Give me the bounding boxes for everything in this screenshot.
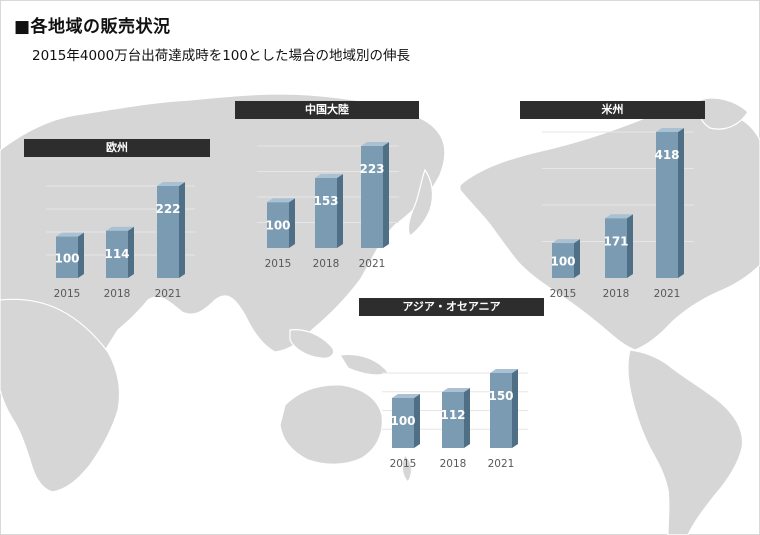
chart-2: 100 2015 171 2018 418 2021 [542, 128, 694, 300]
bar-side [414, 394, 420, 448]
data-label: 100 [265, 218, 290, 232]
data-label: 223 [359, 162, 384, 176]
chart-3: 100 2015 112 2018 150 2021 [382, 369, 528, 470]
bar-side [383, 142, 389, 248]
bar-side [179, 182, 185, 278]
map-africa [0, 298, 121, 493]
bar-side [337, 174, 343, 248]
bar-side [678, 128, 684, 278]
bar [361, 146, 383, 248]
bar-side [627, 214, 633, 278]
map-australia [279, 384, 383, 465]
data-label: 100 [54, 251, 79, 265]
data-label: 222 [155, 202, 180, 216]
bar [315, 178, 337, 248]
map-sea-islands-2 [339, 353, 389, 376]
bar [56, 236, 78, 278]
data-label: 418 [654, 148, 679, 162]
bar [157, 186, 179, 278]
bar-top [315, 174, 343, 179]
bar-top [267, 198, 295, 203]
bar-side [289, 198, 295, 248]
data-label: 112 [440, 408, 465, 422]
bar-side [512, 369, 518, 448]
bar-side [574, 239, 580, 278]
bar-top [490, 369, 518, 373]
chart-0: 100 2015 114 2018 222 2021 [46, 182, 195, 300]
tick-label: 2021 [488, 458, 515, 470]
panel-header-americas: 米州 [520, 101, 705, 119]
bar-top [605, 214, 633, 219]
bar-top [56, 232, 84, 237]
panel-header-europe: 欧州 [24, 139, 210, 157]
panel-header-china: 中国大陸 [235, 101, 419, 119]
data-label: 114 [104, 247, 129, 261]
tick-label: 2018 [313, 258, 340, 270]
tick-label: 2018 [603, 288, 630, 300]
map-sea-islands [289, 329, 335, 359]
tick-label: 2018 [104, 288, 131, 300]
tick-label: 2015 [54, 288, 81, 300]
bar [656, 132, 678, 278]
tick-label: 2015 [390, 458, 417, 470]
map-south-america [627, 349, 744, 535]
bar-side [128, 226, 134, 278]
tick-label: 2021 [359, 258, 386, 270]
tick-label: 2018 [440, 458, 467, 470]
bar [392, 398, 414, 448]
bar [442, 392, 464, 448]
tick-label: 2021 [155, 288, 182, 300]
bar-side [464, 388, 470, 448]
panel-header-asia-oceania: アジア・オセアニア [359, 298, 544, 316]
page-title: ■各地域の販売状況 [14, 17, 171, 37]
data-label: 100 [550, 255, 575, 269]
bar [552, 243, 574, 278]
bar-top [442, 388, 470, 392]
bar [605, 218, 627, 278]
page-subtitle: 2015年4000万台出荷達成時を100とした場合の地域別の伸長 [32, 48, 410, 64]
bar-top [392, 394, 420, 398]
bar-side [78, 232, 84, 278]
bar [267, 202, 289, 248]
bar-top [157, 182, 185, 186]
map-japan [407, 168, 434, 237]
chart-1: 100 2015 153 2018 223 2021 [257, 142, 399, 270]
data-label: 153 [313, 194, 338, 208]
tick-label: 2021 [654, 288, 681, 300]
bar-top [656, 128, 684, 132]
map-new-zealand [401, 453, 413, 483]
bar [106, 230, 128, 278]
bar-top [361, 142, 389, 146]
bar-top [106, 226, 134, 231]
tick-label: 2015 [550, 288, 577, 300]
data-label: 150 [488, 389, 513, 403]
data-label: 100 [390, 414, 415, 428]
bar [490, 373, 512, 448]
bar-top [552, 239, 580, 244]
tick-label: 2015 [265, 258, 292, 270]
data-label: 171 [603, 234, 628, 248]
